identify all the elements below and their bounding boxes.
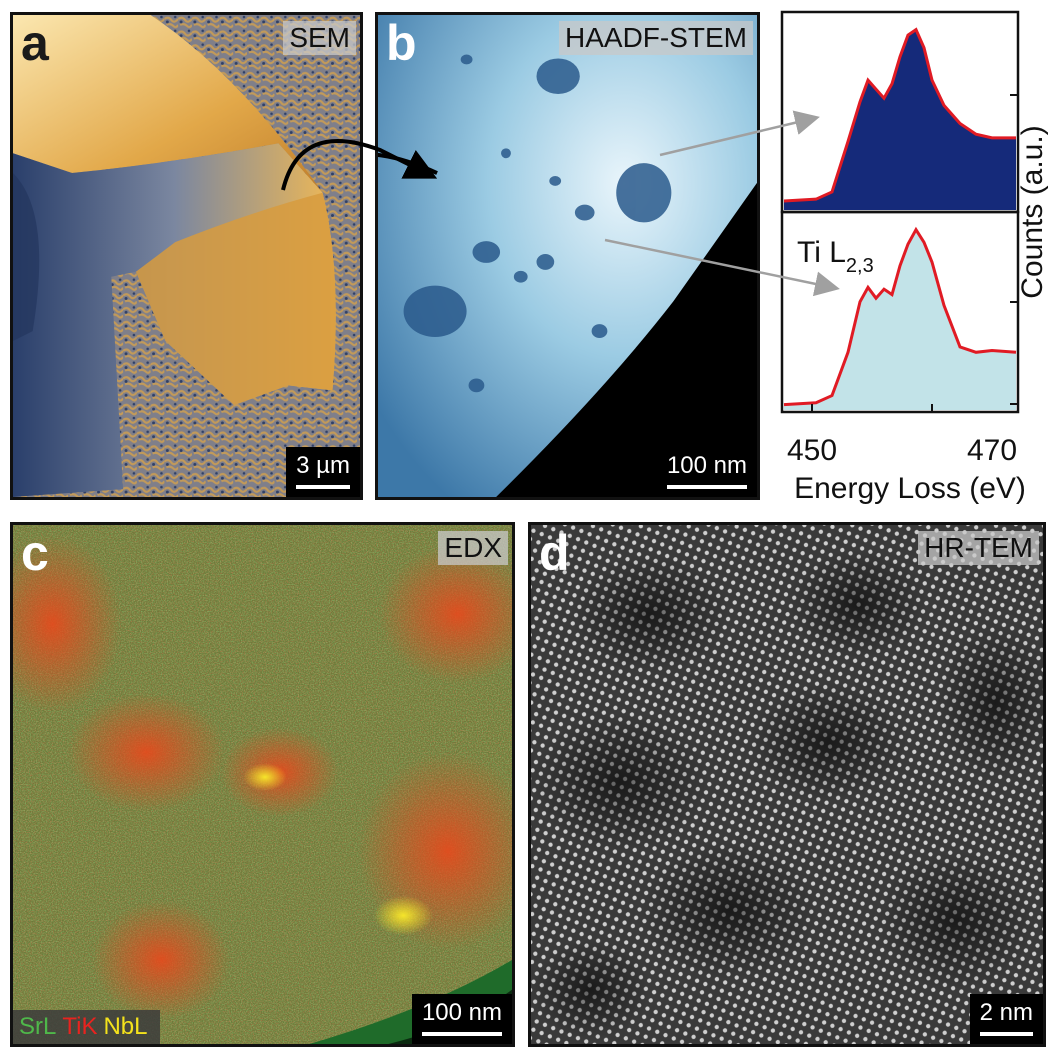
top-spectrum-line <box>783 27 1016 203</box>
scale-bar: 100 nm <box>656 447 757 497</box>
panel-letter: c <box>21 525 49 581</box>
spectrum-top-frame <box>780 10 1020 214</box>
spectrum-label-main: Ti L <box>797 236 846 269</box>
panel-c-edx: c EDX SrL TiK NbL 100 nm <box>10 522 515 1047</box>
panel-d-hr-tem: d HR-TEM 2 nm <box>528 522 1046 1047</box>
scale-bar-label: 2 nm <box>979 999 1033 1026</box>
scale-bar-line <box>666 485 747 489</box>
scale-bar: 2 nm <box>969 994 1043 1044</box>
spectrum-bottom-frame <box>780 210 1020 414</box>
legend-sr: SrL <box>19 1013 57 1040</box>
x-tick-450: 450 <box>787 434 837 467</box>
scale-bar: 3 µm <box>286 447 360 497</box>
panel-tag: EDX <box>438 531 508 565</box>
panel-tag: HAADF-STEM <box>559 21 753 55</box>
edx-legend: SrL TiK NbL <box>13 1010 160 1044</box>
scale-bar-label: 3 µm <box>296 452 350 479</box>
sem-image <box>13 15 360 497</box>
scale-bar-line <box>421 1032 502 1036</box>
panel-b-haadf-stem: b HAADF-STEM 100 nm <box>375 12 760 500</box>
scale-bar-line <box>296 485 350 489</box>
panel-letter: d <box>539 525 570 581</box>
panel-tag: SEM <box>283 21 356 55</box>
top-spectrum-area <box>784 29 1016 211</box>
bottom-spectrum-line <box>783 226 1017 407</box>
legend-ti: TiK <box>62 1013 98 1040</box>
panel-tag: HR-TEM <box>918 531 1039 565</box>
x-axis-label: Energy Loss (eV) <box>794 472 1026 505</box>
panel-letter: a <box>21 15 49 71</box>
haadf-stem-image <box>378 15 757 497</box>
scale-bar-line <box>979 1032 1033 1036</box>
scale-bar: 100 nm <box>411 994 512 1044</box>
legend-nb: NbL <box>103 1013 148 1040</box>
scale-bar-label: 100 nm <box>666 452 747 479</box>
bottom-spectrum-area <box>784 229 1016 410</box>
edx-map <box>13 525 512 1044</box>
x-tick-470: 470 <box>967 434 1017 467</box>
panel-letter: b <box>386 15 417 71</box>
scale-bar-label: 100 nm <box>421 999 502 1026</box>
panel-a-sem: a SEM 3 µm <box>10 12 363 500</box>
hr-tem-image <box>531 525 1043 1044</box>
spectrum-label-sub: 2,3 <box>846 255 874 277</box>
y-axis-label: Counts (a.u.) <box>1016 125 1049 298</box>
spectrum-label: Ti L2,3 <box>797 236 874 277</box>
